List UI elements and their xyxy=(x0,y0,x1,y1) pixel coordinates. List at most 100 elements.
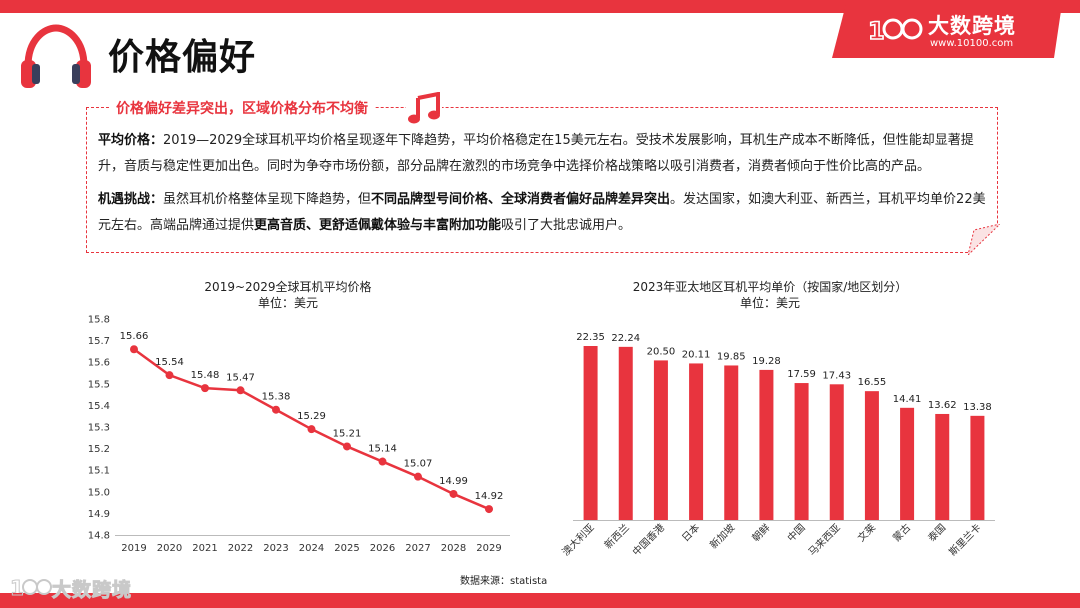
bar xyxy=(759,369,774,520)
bar-chart-title: 2023年亚太地区耳机平均单价（按国家/地区划分） xyxy=(632,280,908,294)
paragraph-label: 机遇挑战： xyxy=(98,192,164,207)
y-tick-label: 14.8 xyxy=(88,531,110,542)
brand-name: 大数跨境 xyxy=(928,14,1016,38)
data-label: 15.54 xyxy=(155,357,184,368)
data-label: 15.47 xyxy=(226,372,255,383)
x-tick-label: 2029 xyxy=(476,543,501,554)
category-label: 蒙古 xyxy=(890,521,913,544)
paragraph-text: 虽然耳机价格整体呈现下降趋势，但 xyxy=(163,192,372,207)
line-point xyxy=(485,505,493,514)
data-label: 16.55 xyxy=(858,377,887,388)
y-tick-label: 15.0 xyxy=(88,487,110,498)
x-tick-label: 2021 xyxy=(192,543,217,554)
bar xyxy=(864,391,879,520)
bar xyxy=(724,365,739,520)
data-label: 20.50 xyxy=(647,346,676,357)
category-label: 中国香港 xyxy=(630,521,667,558)
data-label: 17.59 xyxy=(787,369,816,380)
category-label: 中国 xyxy=(784,521,807,544)
line-point xyxy=(272,405,280,414)
y-tick-label: 15.4 xyxy=(88,401,110,412)
x-tick-label: 2027 xyxy=(405,543,430,554)
y-tick-label: 15.1 xyxy=(88,466,110,477)
bar xyxy=(829,384,844,520)
corner-fold-decoration xyxy=(968,224,1000,255)
line-point xyxy=(378,457,387,466)
bar xyxy=(970,415,985,520)
paragraph-text: 。发达国家，如澳大利亚、新西兰，耳机平均单价22美元左右。高端品牌通过提供 xyxy=(98,192,986,233)
category-label: 澳大利亚 xyxy=(559,521,596,558)
data-label: 15.14 xyxy=(368,444,397,455)
data-label: 14.41 xyxy=(893,394,922,405)
summary-box xyxy=(86,107,998,253)
data-label: 13.62 xyxy=(928,400,957,411)
data-label: 15.07 xyxy=(404,459,433,470)
line-chart-title: 2019~2029全球耳机平均价格 xyxy=(204,280,372,294)
music-note-icon xyxy=(406,92,442,126)
summary-heading: 价格偏好差异突出，区域价格分布不均衡 xyxy=(110,98,374,120)
x-tick-label: 2025 xyxy=(334,543,359,554)
y-tick-label: 15.2 xyxy=(88,444,110,455)
y-tick-label: 15.8 xyxy=(88,315,110,326)
data-label: 22.24 xyxy=(611,333,640,344)
x-tick-label: 2024 xyxy=(299,543,324,554)
bar-chart-unit: 单位：美元 xyxy=(739,296,800,310)
line-point xyxy=(236,386,245,395)
bar xyxy=(653,360,668,520)
data-label: 19.85 xyxy=(717,351,746,362)
data-label: 15.29 xyxy=(297,411,326,422)
paragraph-text: 吸引了大批忠诚用户。 xyxy=(501,218,632,233)
paragraph-highlight: 不同品牌型号间价格、全球消费者偏好品牌差异突出 xyxy=(371,192,671,207)
x-tick-label: 2022 xyxy=(228,543,253,554)
bar xyxy=(583,346,598,520)
data-label: 17.43 xyxy=(822,370,851,381)
paragraph-text: 2019—2029全球耳机平均价格呈现逐年下降趋势，平均价格稳定在15美元左右。… xyxy=(98,133,974,174)
line-point xyxy=(201,384,209,393)
line-point xyxy=(130,345,138,354)
bar xyxy=(794,383,809,520)
paragraph-label: 平均价格： xyxy=(98,133,164,148)
line-chart-unit: 单位：美元 xyxy=(257,296,318,310)
brand-url[interactable]: www.10100.com xyxy=(930,38,1014,49)
y-tick-label: 15.5 xyxy=(88,379,110,390)
top-accent-bar xyxy=(0,0,1080,13)
category-label: 日本 xyxy=(679,521,702,544)
data-source: 数据来源：statista xyxy=(460,576,548,587)
paragraph-average-price: 平均价格：2019—2029全球耳机平均价格呈现逐年下降趋势，平均价格稳定在15… xyxy=(98,128,990,180)
bar xyxy=(900,407,915,520)
category-label: 文莱 xyxy=(855,521,878,544)
paragraph-highlight: 更高音质、更舒适佩戴体验与丰富附加功能 xyxy=(254,218,502,233)
category-label: 泰国 xyxy=(925,521,948,544)
svg-text:1: 1 xyxy=(10,576,24,600)
category-label: 斯里兰卡 xyxy=(946,521,983,558)
line-point xyxy=(307,425,316,434)
data-label: 15.38 xyxy=(262,392,291,403)
line-point xyxy=(343,442,351,451)
x-tick-label: 2026 xyxy=(370,543,395,554)
bar xyxy=(689,363,704,520)
y-tick-label: 15.7 xyxy=(88,336,110,347)
data-label: 20.11 xyxy=(682,349,711,360)
brand-banner xyxy=(832,4,1062,58)
data-label: 22.35 xyxy=(576,332,605,343)
data-label: 14.92 xyxy=(475,491,504,502)
y-tick-label: 15.6 xyxy=(88,358,110,369)
watermark-logo-icon: 1 xyxy=(10,576,52,600)
category-label: 马来西亚 xyxy=(806,522,843,559)
x-tick-label: 2028 xyxy=(441,543,466,554)
y-tick-label: 15.3 xyxy=(88,423,110,434)
bar xyxy=(935,413,950,520)
bottom-accent-bar xyxy=(0,593,1080,608)
data-label: 14.99 xyxy=(439,476,468,487)
page-title: 价格偏好 xyxy=(108,37,257,78)
x-tick-label: 2020 xyxy=(157,543,182,554)
brand-logo-icon: 1 xyxy=(867,16,923,46)
watermark-brand: 大数跨境 xyxy=(51,579,133,602)
category-label: 朝鲜 xyxy=(749,521,772,544)
paragraph-opportunity: 机遇挑战：虽然耳机价格整体呈现下降趋势，但不同品牌型号间价格、全球消费者偏好品牌… xyxy=(98,187,990,239)
data-label: 13.38 xyxy=(963,402,992,413)
svg-text:1: 1 xyxy=(868,17,885,45)
x-tick-label: 2023 xyxy=(263,543,288,554)
bar xyxy=(618,346,633,520)
